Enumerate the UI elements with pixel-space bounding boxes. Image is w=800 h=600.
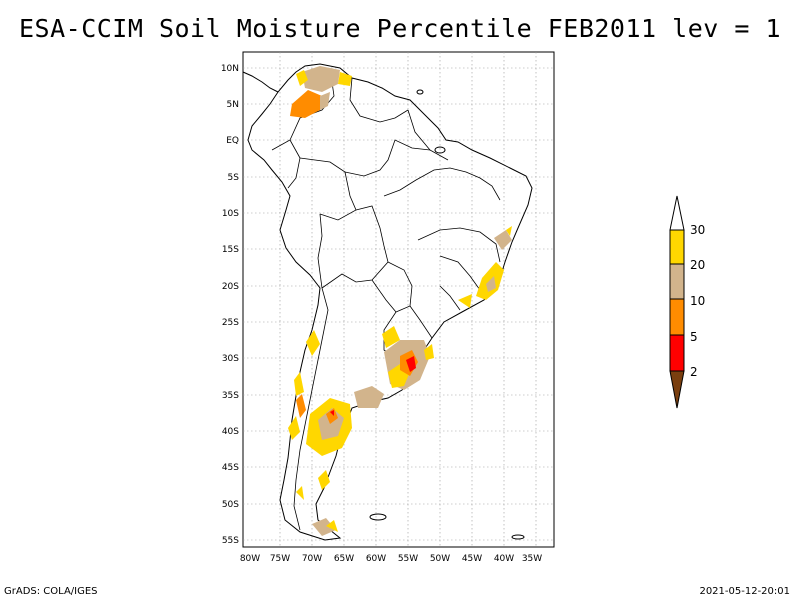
colorbar-segment-30 xyxy=(669,229,685,265)
colorbar-top-arrow xyxy=(669,195,685,231)
colorbar-label: 20 xyxy=(690,258,705,272)
lon-label: 65W xyxy=(334,554,354,564)
lat-label: 5S xyxy=(228,173,240,183)
continent-outline xyxy=(247,63,533,541)
colorbar-segment-20 xyxy=(669,263,685,300)
lat-label: 10N xyxy=(221,64,239,74)
lat-label: 45S xyxy=(222,463,239,473)
lat-label: 35S xyxy=(222,391,239,401)
lat-label: 15S xyxy=(222,245,239,255)
colorbar: 30 20 10 5 2 xyxy=(669,195,705,409)
colorbar-label: 10 xyxy=(690,294,705,308)
page-title: ESA-CCIM Soil Moisture Percentile FEB201… xyxy=(18,14,781,43)
lon-label: 70W xyxy=(302,554,322,564)
lon-label: 60W xyxy=(366,554,386,564)
colorbar-label: 30 xyxy=(690,223,705,237)
map-border xyxy=(242,51,555,548)
lat-label: 5N xyxy=(227,100,239,110)
colorbar-label: 2 xyxy=(690,365,698,379)
lat-label: 50S xyxy=(222,500,239,510)
lat-label: 40S xyxy=(222,427,239,437)
islands xyxy=(369,89,525,540)
percentile-patches xyxy=(288,66,512,536)
lat-label: 30S xyxy=(222,354,239,364)
lat-label: 55S xyxy=(222,536,239,546)
lat-labels: 10N 5N EQ 5S 10S 15S 20S 25S 30S 35S 40S… xyxy=(221,64,239,546)
lat-label: 10S xyxy=(222,209,239,219)
colorbar-segment-10 xyxy=(669,298,685,336)
lat-label: 25S xyxy=(222,318,239,328)
lat-label: 20S xyxy=(222,282,239,292)
colorbar-segment-5 xyxy=(669,334,685,372)
lon-label: 35W xyxy=(522,554,542,564)
lon-label: 40W xyxy=(494,554,514,564)
footer-credit: GrADS: COLA/IGES xyxy=(4,586,98,597)
map-plot: 10N 5N EQ 5S 10S 15S 20S 25S 30S 35S 40S… xyxy=(221,51,555,564)
grid-lines xyxy=(243,52,554,547)
lon-labels: 80W 75W 70W 65W 60W 55W 50W 45W 40W 35W xyxy=(240,554,542,564)
lon-label: 45W xyxy=(462,554,482,564)
colorbar-label: 5 xyxy=(690,330,698,344)
lat-label: EQ xyxy=(226,136,239,146)
footer-timestamp: 2021-05-12-20:01 xyxy=(699,586,790,597)
lon-label: 55W xyxy=(398,554,418,564)
lon-label: 50W xyxy=(430,554,450,564)
central-america-outline xyxy=(242,71,279,93)
colorbar-bottom-arrow xyxy=(669,370,685,409)
lon-label: 75W xyxy=(270,554,290,564)
lon-label: 80W xyxy=(240,554,260,564)
country-borders xyxy=(271,67,501,531)
